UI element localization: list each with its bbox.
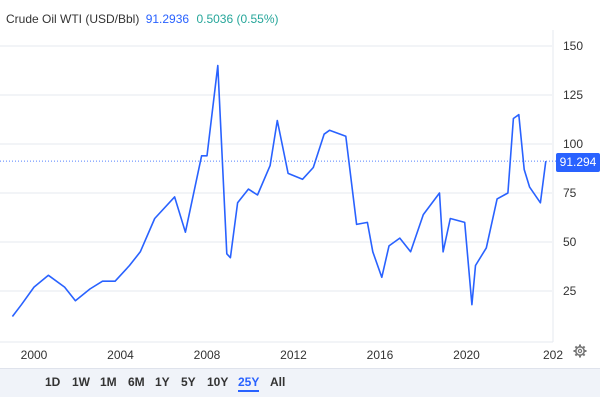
- range-button-6m[interactable]: 6M: [128, 375, 145, 389]
- y-tick-label: 125: [563, 88, 583, 102]
- x-tick-label: 2020: [453, 348, 480, 362]
- price-change: 0.5036 (0.55%): [196, 12, 279, 26]
- x-tick-label: 2008: [194, 348, 221, 362]
- range-button-all[interactable]: All: [270, 375, 286, 389]
- y-tick-label: 50: [563, 235, 577, 249]
- range-button-25y[interactable]: 25Y: [238, 375, 260, 392]
- x-tick-label: 2012: [280, 348, 307, 362]
- range-button-1d[interactable]: 1D: [45, 375, 61, 389]
- current-price-tag: 91.294: [556, 153, 600, 172]
- current-price: 91.2936: [145, 12, 190, 26]
- range-button-5y[interactable]: 5Y: [181, 375, 196, 389]
- range-button-1m[interactable]: 1M: [100, 375, 117, 389]
- x-tick-label: 2016: [367, 348, 394, 362]
- y-tick-label: 100: [563, 137, 583, 151]
- price-chart: 2000 2004 2008 2012 2016 2020 202 25 50 75 100 125…: [0, 30, 583, 362]
- range-button-1w[interactable]: 1W: [72, 375, 90, 389]
- chart-header: Crude Oil WTI (USD/Bbl) 91.2936 0.5036 (…: [6, 12, 279, 26]
- y-tick-label: 150: [563, 39, 583, 53]
- chart-title: Crude Oil WTI (USD/Bbl): [6, 12, 140, 26]
- range-button-1y[interactable]: 1Y: [155, 375, 170, 389]
- x-tick-label: 2004: [107, 348, 134, 362]
- x-tick-label: 2000: [21, 348, 48, 362]
- y-tick-label: 25: [563, 284, 577, 298]
- price-series-line: [11, 64, 547, 317]
- time-range-bar: 1D 1W 1M 6M 1Y 5Y 10Y 25Y All: [0, 368, 600, 397]
- range-button-10y[interactable]: 10Y: [207, 375, 229, 389]
- x-tick-label: 202: [543, 348, 563, 362]
- gear-icon[interactable]: [573, 344, 587, 358]
- y-tick-label: 75: [563, 186, 577, 200]
